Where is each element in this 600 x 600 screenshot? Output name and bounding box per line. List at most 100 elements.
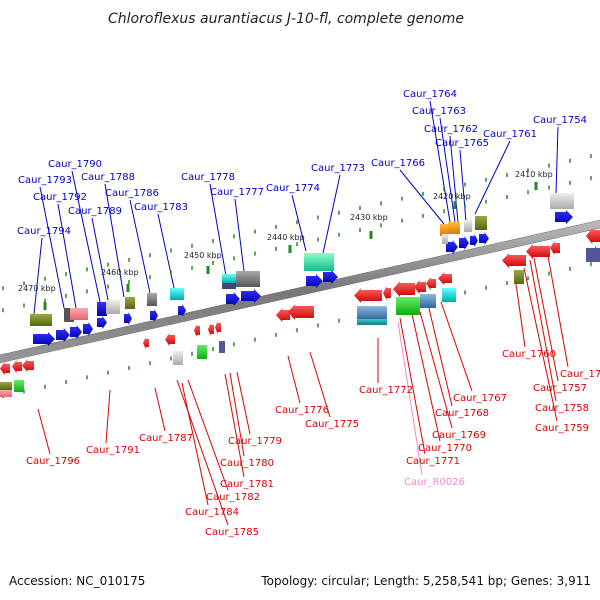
forward-gene-label: Caur_1774: [266, 183, 320, 194]
gene-category-box: [475, 216, 487, 230]
gene-category-box: [236, 271, 260, 287]
forward-gene-label: Caur_1794: [17, 226, 71, 237]
gene-category-box: [420, 294, 436, 308]
reverse-gene-label: Caur_1785: [205, 527, 259, 538]
reverse-gene-label: Caur_1759: [535, 423, 589, 434]
gene-category-box: [70, 308, 88, 320]
gene-category-box: [442, 288, 456, 302]
callout-line: [287, 355, 301, 404]
callout-line: [157, 213, 175, 289]
callout-line: [224, 373, 245, 478]
gene-category-box: [97, 302, 107, 316]
forward-gene-arrow: [226, 292, 240, 306]
gene-category-box: [442, 234, 448, 244]
reverse-gene-arrow: [143, 337, 149, 349]
callout-line: [555, 126, 559, 194]
callout-line: [399, 317, 426, 455]
callout-line: [91, 217, 109, 301]
callout-line: [427, 303, 453, 407]
reverse-gene-arrow: [276, 308, 290, 322]
callout-line: [129, 199, 151, 294]
reverse-gene-arrow: [12, 360, 22, 373]
gene-category-box: [586, 248, 600, 262]
reverse-gene-label: Caur_1776: [275, 405, 329, 416]
gene-category-box: [464, 220, 472, 232]
scale-tick-label: 2440 kbp: [267, 233, 305, 242]
genome-backbone: [0, 219, 600, 364]
callout-line: [449, 135, 459, 223]
reverse-gene-arrow: [393, 281, 415, 297]
map-title: Chloroflexus aurantiacus J-10-fl, comple…: [108, 11, 464, 27]
forward-gene-arrow: [124, 312, 132, 325]
callout-line: [529, 259, 557, 402]
reverse-gene-arrow: [526, 244, 550, 259]
callout-line: [321, 174, 341, 259]
scale-tick-label: 2460 kbp: [101, 268, 139, 277]
major-tick: [453, 201, 457, 209]
forward-gene-label: Caur_1765: [435, 138, 489, 149]
gene-category-box: [125, 297, 135, 309]
forward-gene-label: Caur_1762: [424, 124, 478, 135]
callout-line: [187, 379, 229, 491]
forward-gene-arrow: [446, 240, 458, 254]
reverse-gene-arrow: [0, 362, 10, 375]
forward-gene-label: Caur_1754: [533, 115, 587, 126]
reverse-gene-label: Caur_1791: [86, 445, 140, 456]
gene-category-box: [64, 308, 74, 322]
gene-category-box: [222, 283, 236, 289]
forward-gene-arrow: [178, 304, 186, 317]
forward-gene-arrow: [306, 274, 323, 288]
reverse-gene-arrow: [438, 272, 452, 285]
callout-line: [309, 351, 331, 418]
major-tick: [288, 245, 292, 253]
reverse-gene-label: Caur_1757: [533, 383, 587, 394]
scale-tick-labels: 2410 kbp 2420 kbp 2430 kbp 2440 kbp 2450 kbp…: [18, 170, 553, 293]
callout-line: [209, 183, 227, 277]
gene-labels: Caur_1764Caur_1763Caur_1762Caur_1765Caur…: [17, 89, 600, 538]
forward-gene-label: Caur_1790: [48, 159, 102, 170]
major-tick: [43, 302, 47, 310]
forward-gene-arrow: [323, 270, 338, 284]
forward-gene-arrow: [241, 289, 261, 303]
callout-line: [37, 408, 51, 455]
gene-category-box: [448, 222, 460, 234]
gene-category-box: [440, 224, 448, 236]
gene-category-box: [0, 390, 12, 397]
scale-dash-rows: [2, 154, 592, 399]
forward-gene-label: Caur_1761: [483, 129, 537, 140]
callout-line: [411, 313, 441, 442]
callout-line: [397, 321, 423, 476]
callout-line: [105, 389, 111, 444]
major-tick: [126, 284, 130, 292]
reverse-gene-arrow: [354, 288, 382, 303]
gene-category-box: [106, 300, 120, 314]
reverse-gene-arrow: [22, 359, 34, 372]
reverse-gene-arrow: [586, 228, 600, 244]
gene-category-box: [357, 319, 387, 325]
reverse-gene-arrow: [215, 321, 221, 334]
label-callout-lines: [33, 100, 569, 526]
major-tick: [534, 182, 538, 190]
gene-category-box: [222, 274, 236, 283]
reverse-gene-arrow: [288, 304, 314, 320]
callout-line: [419, 311, 453, 429]
forward-gene-arrow: [70, 325, 82, 339]
scale-tick-label: 2410 kbp: [515, 170, 553, 179]
reverse-gene-arrow: [165, 333, 175, 346]
scale-tick-label: 2450 kbp: [184, 251, 222, 260]
forward-gene-label: Caur_1792: [33, 192, 87, 203]
callout-line: [33, 237, 43, 315]
gene-category-box: [173, 351, 183, 365]
reverse-gene-arrow: [550, 241, 560, 255]
reverse-gene-label: Caur_1767: [453, 393, 507, 404]
callout-line: [154, 387, 166, 432]
callout-line: [291, 194, 307, 252]
forward-gene-label: Caur_1766: [371, 158, 425, 169]
gene-category-box: [514, 270, 524, 284]
callout-line: [71, 170, 101, 303]
gene-category-box: [170, 288, 184, 300]
callout-line: [474, 140, 511, 215]
scale-tick-marks: [43, 182, 538, 310]
callout-line: [104, 183, 125, 298]
